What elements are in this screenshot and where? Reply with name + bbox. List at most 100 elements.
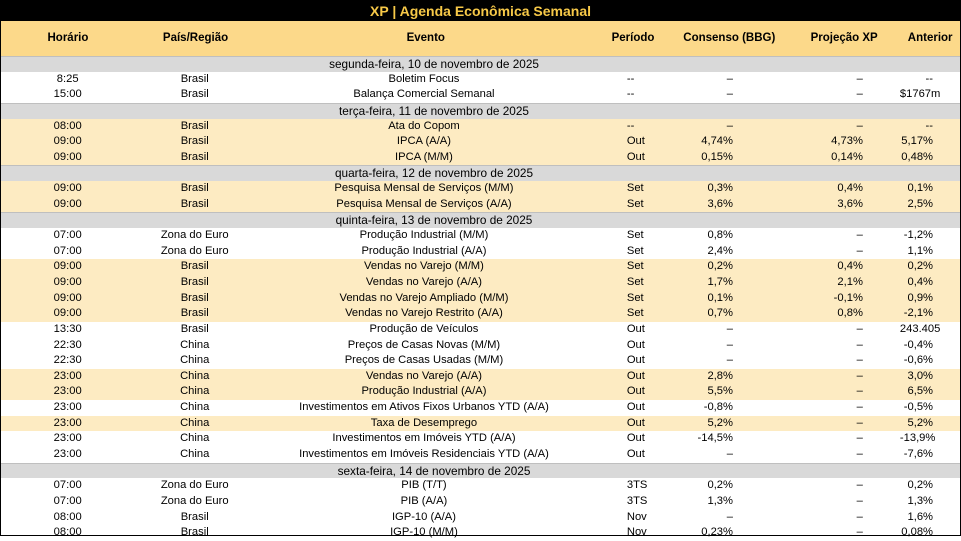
- cell-horario: 23:00: [53, 432, 82, 445]
- cell-horario: 23:00: [53, 385, 82, 398]
- cell-consenso: -0,8%: [703, 401, 733, 414]
- cell-pais: Brasil: [180, 119, 209, 132]
- day-label: quarta-feira, 12 de novembro de 2025: [334, 166, 534, 181]
- cell-anterior: 1,3%: [907, 494, 934, 507]
- cell-pais: Brasil: [180, 182, 209, 195]
- cell-anterior: --: [925, 119, 933, 132]
- cell-projecao: –: [856, 244, 863, 257]
- cell-periodo: 3TS: [626, 494, 648, 507]
- cell-evento: Vendas no Varejo Ampliado (M/M): [339, 291, 509, 304]
- cell-evento: IGP-10 (M/M): [390, 526, 458, 539]
- cell-horario: 09:00: [53, 291, 82, 304]
- cell-evento: Taxa de Desemprego: [370, 416, 478, 429]
- cell-projecao: 2,1%: [837, 275, 863, 288]
- day-label: terça-feira, 11 de novembro de 2025: [339, 103, 529, 118]
- header-evento: Evento: [406, 32, 445, 44]
- cell-projecao: –: [856, 229, 863, 242]
- cell-projecao: –: [856, 401, 863, 414]
- cell-consenso: 0,2%: [707, 479, 733, 492]
- cell-consenso: 4,74%: [701, 135, 733, 148]
- cell-consenso: –: [726, 322, 733, 335]
- cell-anterior: -0,5%: [903, 401, 933, 414]
- cell-evento: Balança Comercial Semanal: [353, 88, 495, 101]
- cell-periodo: Set: [626, 244, 644, 257]
- cell-periodo: Out: [626, 448, 645, 461]
- cell-evento: Pesquisa Mensal de Serviços (M/M): [334, 182, 514, 195]
- day-label: sexta-feira, 14 de novembro de 2025: [337, 463, 531, 478]
- cell-consenso: 0,1%: [707, 291, 733, 304]
- cell-consenso: 0,3%: [707, 182, 733, 195]
- cell-pais: Brasil: [180, 322, 209, 335]
- cell-anterior: 1,1%: [907, 244, 934, 257]
- cell-projecao: –: [856, 72, 863, 85]
- cell-pais: Brasil: [180, 307, 209, 320]
- table-row: 23:00 China Investimentos em Imóveis Resid…: [1, 447, 960, 463]
- cell-projecao: 0,4%: [837, 260, 863, 273]
- cell-projecao: –: [856, 479, 863, 492]
- cell-projecao: –: [856, 338, 863, 351]
- table-row: 08:00 Brasil IGP-10 (M/M) Nov 0,23% – 0,08%: [1, 525, 960, 541]
- cell-horario: 07:00: [53, 494, 82, 507]
- cell-horario: 8:25: [56, 72, 79, 85]
- cell-consenso: 0,23%: [701, 526, 733, 539]
- table-row: 07:00 Zona do Euro Produção Industrial (M/…: [1, 228, 960, 244]
- cell-anterior: 3,0%: [907, 369, 934, 382]
- table-title: XP | Agenda Econômica Semanal: [1, 1, 960, 21]
- cell-anterior: 0,9%: [907, 291, 934, 304]
- cell-horario: 09:00: [53, 260, 82, 273]
- cell-projecao: -0,1%: [833, 291, 863, 304]
- cell-horario: 09:00: [53, 307, 82, 320]
- cell-consenso: –: [726, 338, 733, 351]
- cell-periodo: Out: [626, 135, 645, 148]
- cell-consenso: 1,7%: [707, 275, 733, 288]
- cell-periodo: --: [626, 72, 635, 85]
- cell-pais: China: [180, 354, 210, 367]
- cell-anterior: 243.405: [899, 322, 941, 335]
- cell-projecao: –: [856, 416, 863, 429]
- cell-periodo: Set: [626, 229, 644, 242]
- cell-projecao: –: [856, 448, 863, 461]
- cell-anterior: -1,2%: [903, 229, 933, 242]
- cell-evento: Ata do Copom: [388, 119, 460, 132]
- day-header: segunda-feira, 10 de novembro de 2025: [1, 56, 960, 72]
- table-row: 09:00 Brasil IPCA (A/A) Out 4,74% 4,73% 5,17%: [1, 134, 960, 150]
- table-row: 07:00 Zona do Euro PIB (T/T) 3TS 0,2% – 0,2%: [1, 478, 960, 494]
- cell-pais: Brasil: [180, 260, 209, 273]
- cell-evento: IGP-10 (A/A): [391, 510, 456, 523]
- table-row: 09:00 Brasil Pesquisa Mensal de Serviços (…: [1, 181, 960, 197]
- cell-anterior: 5,17%: [901, 135, 933, 148]
- table-row: 08:00 Brasil IGP-10 (A/A) Nov – – 1,6%: [1, 510, 960, 526]
- cell-consenso: 5,5%: [707, 385, 733, 398]
- cell-pais: Zona do Euro: [160, 244, 229, 257]
- cell-horario: 13:30: [53, 322, 82, 335]
- cell-consenso: –: [726, 510, 733, 523]
- cell-periodo: Set: [626, 260, 644, 273]
- cell-evento: Vendas no Varejo (A/A): [365, 275, 482, 288]
- table-row: 23:00 China Vendas no Varejo (A/A) Out 2,8% –…: [1, 368, 960, 385]
- cell-horario: 09:00: [53, 135, 82, 148]
- cell-anterior: 0,2%: [907, 479, 934, 492]
- cell-pais: China: [180, 432, 210, 445]
- cell-anterior: 2,5%: [907, 197, 934, 210]
- cell-pais: Brasil: [180, 135, 209, 148]
- cell-horario: 09:00: [53, 275, 82, 288]
- table-row: 13:30 Brasil Produção de Veículos Out – – 243.…: [1, 322, 960, 338]
- cell-projecao: 0,14%: [831, 150, 863, 163]
- cell-pais: China: [180, 448, 210, 461]
- cell-periodo: Nov: [626, 510, 647, 523]
- cell-consenso: 0,8%: [707, 229, 733, 242]
- cell-evento: PIB (A/A): [400, 494, 448, 507]
- cell-horario: 08:00: [53, 510, 82, 523]
- cell-consenso: –: [726, 88, 733, 101]
- cell-consenso: –: [726, 72, 733, 85]
- cell-projecao: –: [856, 432, 863, 445]
- cell-evento: Preços de Casas Usadas (M/M): [344, 354, 504, 367]
- cell-anterior: 0,2%: [907, 260, 934, 273]
- cell-horario: 09:00: [53, 182, 82, 195]
- cell-projecao: 0,8%: [837, 307, 863, 320]
- cell-periodo: Out: [626, 354, 645, 367]
- header-projecao: Projeção XP: [810, 32, 878, 44]
- cell-projecao: 3,6%: [837, 197, 863, 210]
- cell-pais: Brasil: [180, 150, 209, 163]
